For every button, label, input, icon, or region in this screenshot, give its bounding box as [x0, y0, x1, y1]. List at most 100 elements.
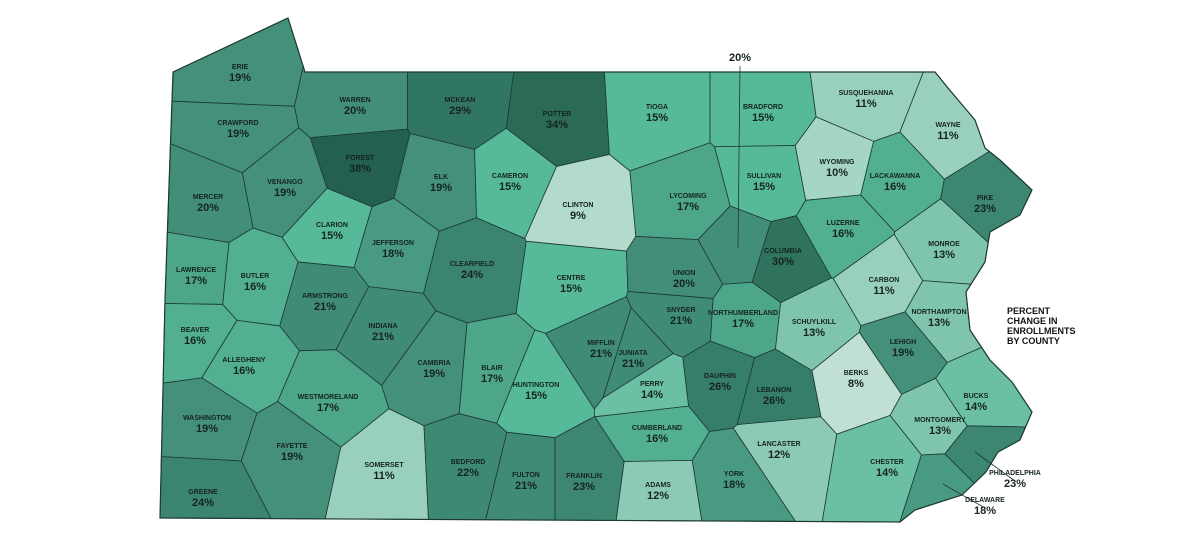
county-value: 13%	[933, 249, 955, 261]
county-name: MONTGOMERY	[914, 417, 966, 424]
county-name: CLINTON	[563, 202, 594, 209]
county-name: TIOGA	[646, 104, 668, 111]
county-value: 12%	[768, 449, 790, 461]
county-value: 17%	[317, 402, 339, 414]
county-name: LAWRENCE	[176, 267, 216, 274]
county-value: 16%	[832, 228, 854, 240]
county-name: PHILADELPHIA	[989, 470, 1041, 477]
county-value: 16%	[884, 181, 906, 193]
county-name: MIFFLIN	[587, 340, 615, 347]
county-name: JUNIATA	[618, 350, 647, 357]
county-name: LANCASTER	[757, 441, 800, 448]
county-value: 19%	[227, 128, 249, 140]
county-name: BUTLER	[241, 273, 269, 280]
county-value: 16%	[646, 433, 668, 445]
county-value: 15%	[499, 181, 521, 193]
county-value: 13%	[929, 425, 951, 437]
county-value: 23%	[1004, 478, 1026, 490]
county-name: BEAVER	[181, 327, 210, 334]
county-name: FULTON	[512, 472, 540, 479]
county-name: FAYETTE	[277, 443, 308, 450]
county-name: NORTHUMBERLAND	[708, 310, 778, 317]
county-value: 24%	[192, 497, 214, 509]
county-name: ELK	[434, 174, 448, 181]
county-value: 20%	[344, 105, 366, 117]
county-value: 26%	[709, 381, 731, 393]
county-value: 18%	[723, 479, 745, 491]
county-value: 10%	[826, 167, 848, 179]
county-value: 8%	[848, 378, 864, 390]
county-name: NORTHAMPTON	[911, 309, 966, 316]
county-value: 20%	[673, 278, 695, 290]
county-name: DELAWARE	[965, 497, 1005, 504]
county-value: 18%	[974, 505, 996, 517]
county-value: 22%	[457, 467, 479, 479]
county-value: 19%	[430, 182, 452, 194]
county	[171, 17, 304, 107]
county-value: 14%	[876, 467, 898, 479]
county-name: DAUPHIN	[704, 373, 736, 380]
county-value: 14%	[965, 401, 987, 413]
county-name: MONROE	[928, 241, 960, 248]
county-name: WARREN	[339, 97, 370, 104]
county-name: CAMBRIA	[417, 360, 450, 367]
county-name: ARMSTRONG	[302, 293, 348, 300]
county-value: 18%	[382, 248, 404, 260]
county-value: 19%	[274, 187, 296, 199]
county-name: CLEARFIELD	[450, 261, 494, 268]
county-name: YORK	[724, 471, 744, 478]
county-value: 17%	[481, 373, 503, 385]
county-value: 11%	[873, 285, 895, 297]
county-value: 17%	[732, 318, 754, 330]
county-value: 21%	[622, 358, 644, 370]
county-value: 21%	[372, 331, 394, 343]
county-value: 9%	[570, 210, 586, 222]
county-value: 11%	[937, 130, 959, 142]
map-title: PERCENT CHANGE IN ENROLLMENTS BY COUNTY	[1007, 306, 1076, 346]
county-value: 12%	[647, 490, 669, 502]
county-name: LEHIGH	[890, 339, 916, 346]
county-value: 24%	[461, 269, 483, 281]
county-value: 38%	[349, 163, 371, 175]
county-name: BEDFORD	[451, 459, 486, 466]
county-value: 14%	[641, 389, 663, 401]
county-value: 15%	[753, 181, 775, 193]
county-value: 34%	[546, 119, 568, 131]
county-value: 13%	[928, 317, 950, 329]
county-value: 11%	[855, 98, 877, 110]
county-name: CARBON	[869, 277, 900, 284]
county-name: VENANGO	[267, 179, 303, 186]
county-value: 21%	[670, 315, 692, 327]
county-name: PIKE	[977, 195, 994, 202]
county-name: CLARION	[316, 222, 348, 229]
county-value: 16%	[244, 281, 266, 293]
county-name: HUNTINGTON	[513, 382, 560, 389]
county-value: 26%	[763, 395, 785, 407]
county-value: 23%	[974, 203, 996, 215]
county-value: 20%	[729, 52, 751, 64]
county-name: CAMERON	[492, 173, 528, 180]
county	[697, 205, 772, 285]
county-name: MERCER	[193, 194, 223, 201]
county-name: BUCKS	[964, 393, 989, 400]
county-name: FOREST	[346, 155, 375, 162]
county-value: 19%	[229, 72, 251, 84]
county-name: BLAIR	[481, 365, 502, 372]
county-name: MCKEAN	[445, 97, 476, 104]
county-name: LACKAWANNA	[870, 173, 921, 180]
county-name: UNION	[673, 270, 696, 277]
county-name: SOMERSET	[364, 462, 404, 469]
county-name: POTTER	[543, 111, 571, 118]
county-value: 15%	[321, 230, 343, 242]
county-value: 21%	[590, 348, 612, 360]
county-name: GREENE	[188, 489, 218, 496]
county-name: LUZERNE	[826, 220, 859, 227]
leader-line	[974, 451, 1016, 482]
county-value: 15%	[525, 390, 547, 402]
county-value: 19%	[281, 451, 303, 463]
county-name: SNYDER	[666, 307, 695, 314]
county-name: ADAMS	[645, 482, 671, 489]
county-value: 15%	[752, 112, 774, 124]
county-value: 19%	[892, 347, 914, 359]
